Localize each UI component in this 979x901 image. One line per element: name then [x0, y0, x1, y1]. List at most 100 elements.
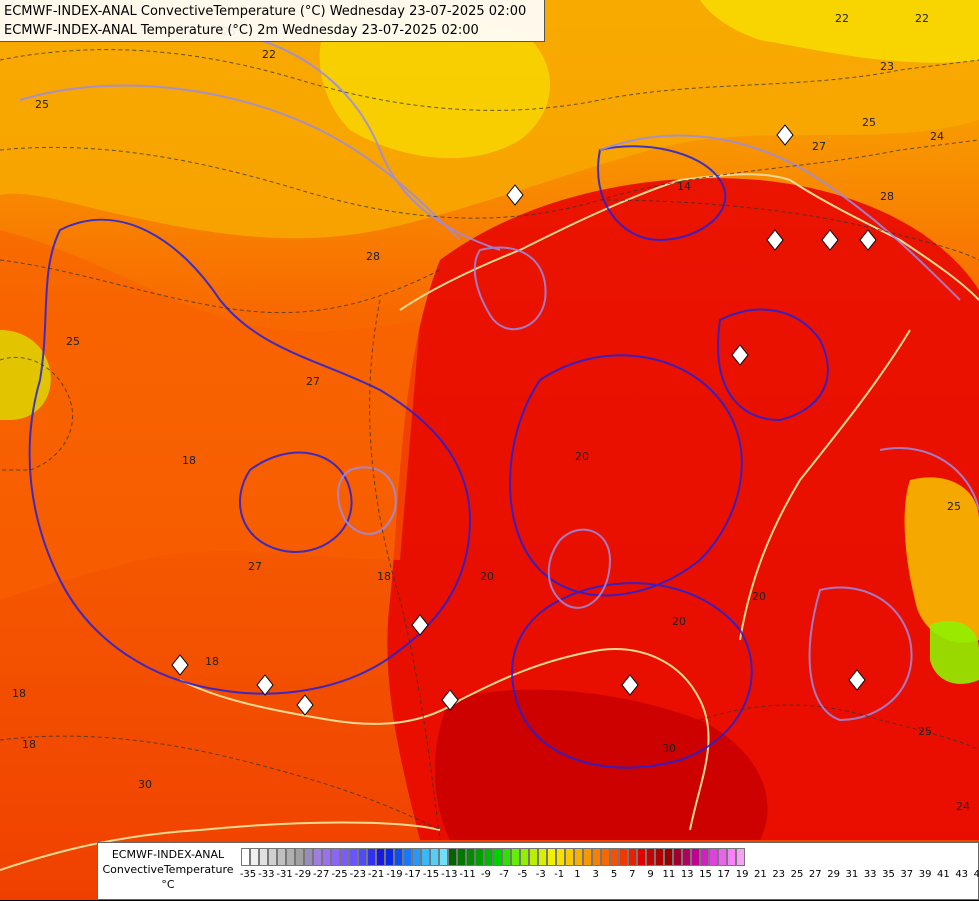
legend-tick-label: 39 — [918, 869, 932, 880]
legend-tick-label: 21 — [754, 869, 767, 880]
legend-swatch — [304, 848, 313, 866]
legend-swatch — [349, 848, 358, 866]
title-line-2: ECMWF-INDEX-ANAL Temperature (°C) 2m Wed… — [4, 23, 479, 38]
legend-tick-label: 35 — [882, 869, 895, 880]
contour-label: 28 — [366, 250, 380, 263]
legend-swatch — [493, 848, 502, 866]
legend-tick-label: 31 — [845, 869, 859, 880]
legend-tick-label: -7 — [499, 869, 510, 880]
legend-swatch — [484, 848, 493, 866]
legend-tick-label: -29 — [294, 869, 312, 880]
contour-label: 22 — [262, 48, 276, 61]
legend-swatch — [673, 848, 682, 866]
legend-tick-label: 41 — [937, 869, 950, 880]
west-yellow-blob — [0, 330, 51, 420]
legend-swatch — [610, 848, 619, 866]
legend-title-line-2: ConvectiveTemperature — [102, 863, 234, 876]
legend-swatch — [619, 848, 628, 866]
legend-tick-label: -35 — [239, 869, 257, 880]
legend-swatch — [592, 848, 601, 866]
legend-tick-label: 17 — [717, 869, 731, 880]
contour-label: 27 — [306, 375, 320, 388]
legend-swatches — [241, 848, 745, 866]
legend-swatch — [709, 848, 718, 866]
legend-swatch — [646, 848, 655, 866]
contour-label: 22 — [835, 12, 849, 25]
contour-label: 20 — [752, 590, 766, 603]
legend-swatch — [439, 848, 448, 866]
color-legend: ECMWF-INDEX-ANAL ConvectiveTemperature °… — [97, 842, 979, 900]
legend-swatch — [565, 848, 574, 866]
legend-swatch — [538, 848, 547, 866]
legend-swatch — [502, 848, 511, 866]
legend-swatch — [529, 848, 538, 866]
legend-swatch — [367, 848, 376, 866]
legend-swatch — [682, 848, 691, 866]
contour-label: 25 — [66, 335, 80, 348]
legend-tick-label: -5 — [517, 869, 528, 880]
legend-tick-label: -3 — [535, 869, 546, 880]
contour-label: 18 — [12, 687, 26, 700]
legend-tick-label: 13 — [680, 869, 694, 880]
legend-swatch — [394, 848, 403, 866]
legend-swatch — [718, 848, 727, 866]
contour-label: 25 — [35, 98, 49, 111]
legend-swatch — [583, 848, 592, 866]
contour-label: 14 — [677, 180, 691, 193]
contour-label: 23 — [880, 60, 894, 73]
legend-tick-label: -25 — [331, 869, 348, 880]
legend-title-line-1: ECMWF-INDEX-ANAL — [111, 848, 225, 861]
contour-label: 27 — [812, 140, 826, 153]
legend-tick-label: 11 — [662, 869, 676, 880]
legend-swatch — [664, 848, 673, 866]
legend-swatch — [250, 848, 259, 866]
legend-tick-label: -21 — [367, 869, 385, 880]
legend-tick-label: 15 — [699, 869, 712, 880]
legend-tick-label: 33 — [863, 869, 877, 880]
hot-core-south — [435, 689, 768, 840]
legend-swatch — [556, 848, 565, 866]
contour-label: 18 — [22, 738, 36, 751]
legend-swatch — [736, 848, 745, 866]
legend-tick-label: 43 — [955, 869, 969, 880]
contour-label: 30 — [138, 778, 152, 791]
legend-swatch — [700, 848, 709, 866]
legend-swatch — [331, 848, 340, 866]
legend-title: ECMWF-INDEX-ANAL ConvectiveTemperature °… — [98, 843, 238, 901]
legend-swatch — [448, 848, 457, 866]
contour-label: 25 — [918, 725, 932, 738]
country-borders — [0, 173, 979, 871]
legend-tick-label: 7 — [629, 869, 636, 880]
contour-label: 20 — [480, 570, 494, 583]
legend-swatch — [313, 848, 322, 866]
hot-zone — [387, 178, 979, 841]
legend-tick-label: -15 — [422, 869, 440, 880]
legend-swatch — [403, 848, 412, 866]
legend-tick-label: 37 — [900, 869, 914, 880]
legend-swatch — [322, 848, 331, 866]
contour-label: 28 — [880, 190, 894, 203]
legend-swatch — [475, 848, 484, 866]
contour-label: 20 — [575, 450, 589, 463]
legend-swatch — [277, 848, 286, 866]
storm-symbols — [171, 124, 877, 716]
legend-swatch — [295, 848, 304, 866]
legend-tick-label: -1 — [554, 869, 565, 880]
legend-tick-label: 5 — [610, 869, 618, 880]
legend-swatch — [358, 848, 367, 866]
legend-tick-label: -33 — [258, 869, 275, 880]
legend-tick-label: -23 — [349, 869, 366, 880]
contour-label: 18 — [182, 454, 196, 467]
contour-label: 24 — [956, 800, 970, 813]
east-green-blob — [930, 621, 979, 684]
legend-tick-label: 1 — [574, 869, 581, 880]
legend-tick-label: -9 — [480, 869, 491, 880]
legend-tick-label: 23 — [772, 869, 786, 880]
contour-label: 22 — [915, 12, 929, 25]
legend-tick-label: -27 — [313, 869, 330, 880]
legend-swatch — [340, 848, 349, 866]
yellow-patch-north — [319, 15, 550, 159]
legend-tick-label: -31 — [276, 869, 293, 880]
contour-lines-light — [19, 39, 979, 722]
